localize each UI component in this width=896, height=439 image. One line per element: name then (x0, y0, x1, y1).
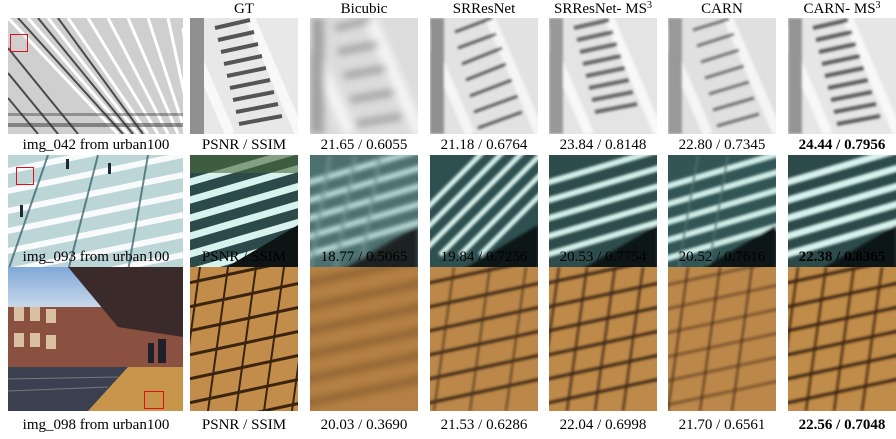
header-carn-ms3: CARN- MS3 (803, 0, 881, 18)
header-gt: GT (234, 1, 254, 17)
score-carn: 22.80 / 0.7345 (678, 137, 766, 153)
score-carn-ms3-best: 22.56 / 0.7048 (798, 417, 886, 433)
metric-label: PSNR / SSIM (201, 417, 287, 433)
crop-carn-img-093 (668, 155, 776, 271)
crop-srresnet-img-098 (430, 267, 538, 412)
score-srresnet: 21.18 / 0.6764 (440, 137, 528, 153)
reference-image-img-042 (8, 18, 183, 134)
crop-bicubic-img-042 (310, 18, 418, 134)
crop-region-marker (10, 34, 28, 52)
score-bicubic: 18.77 / 0.5065 (320, 249, 408, 265)
metric-label: PSNR / SSIM (201, 137, 287, 153)
caption-img-093: img_093 from urban100 (22, 249, 170, 265)
score-carn-ms3-best: 22.38 / 0.8365 (798, 249, 886, 265)
crop-srresnet-img-042 (430, 18, 538, 134)
header-srresnet: SRResNet (452, 1, 516, 17)
score-bicubic: 21.65 / 0.6055 (320, 137, 408, 153)
crop-region-marker (144, 391, 164, 409)
crop-carn-ms3-img-093 (788, 155, 896, 271)
score-srresnet-ms3: 20.53 / 0.7754 (559, 249, 647, 265)
score-carn: 21.70 / 0.6561 (678, 417, 766, 433)
crop-carn-img-098 (668, 267, 776, 412)
reference-image-img-098 (8, 267, 183, 412)
crop-gt-img-093 (190, 155, 298, 271)
crop-region-marker (16, 167, 34, 185)
crop-gt-img-098 (190, 267, 298, 412)
crop-bicubic-img-093 (310, 155, 418, 271)
crop-bicubic-img-098 (310, 267, 418, 412)
crop-srresnet-ms3-img-042 (549, 18, 657, 134)
header-srresnet-ms3: SRResNet- MS3 (554, 0, 652, 18)
caption-img-042: img_042 from urban100 (22, 137, 170, 153)
crop-carn-ms3-img-098 (788, 267, 896, 412)
score-carn: 20.52 / 0.7616 (678, 249, 766, 265)
score-srresnet: 19.84 / 0.7256 (440, 249, 528, 265)
crop-srresnet-ms3-img-093 (549, 155, 657, 271)
header-carn: CARN (701, 1, 743, 17)
crop-gt-img-042 (190, 18, 298, 134)
crop-srresnet-ms3-img-098 (549, 267, 657, 412)
crop-srresnet-img-093 (430, 155, 538, 271)
header-bicubic: Bicubic (340, 1, 388, 17)
crop-carn-ms3-img-042 (788, 18, 896, 134)
score-carn-ms3-best: 24.44 / 0.7956 (798, 137, 886, 153)
score-srresnet-ms3: 22.04 / 0.6998 (559, 417, 647, 433)
metric-label: PSNR / SSIM (201, 249, 287, 265)
score-bicubic: 20.03 / 0.3690 (320, 417, 408, 433)
score-srresnet: 21.53 / 0.6286 (440, 417, 528, 433)
caption-img-098: img_098 from urban100 (22, 417, 170, 433)
score-srresnet-ms3: 23.84 / 0.8148 (559, 137, 647, 153)
crop-carn-img-042 (668, 18, 776, 134)
